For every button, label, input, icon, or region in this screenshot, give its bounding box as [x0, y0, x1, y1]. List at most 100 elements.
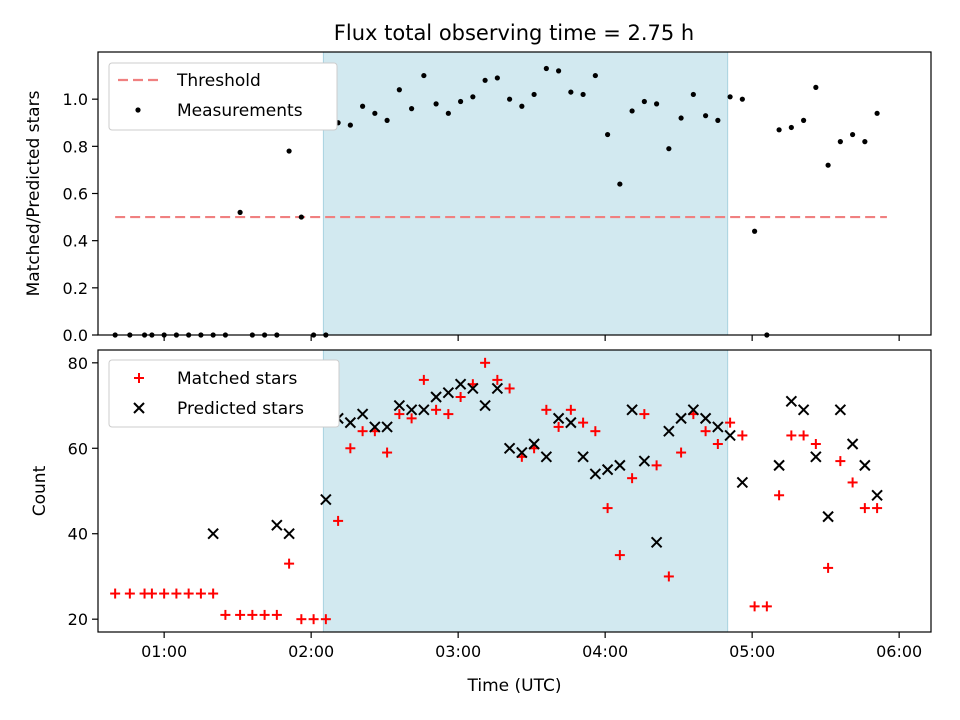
x-tick-label: 05:00: [729, 642, 775, 661]
matched-star-marker: [627, 473, 638, 484]
measurement-point: [874, 110, 880, 116]
cross-stroke-b: [736, 476, 749, 489]
cross-stroke-b: [589, 468, 602, 480]
predicted-star-marker: [454, 378, 467, 390]
matched-star-marker: [565, 404, 576, 415]
cross-stroke-b: [712, 421, 724, 433]
matched-star-marker: [614, 550, 625, 561]
matched-star-marker: [333, 515, 344, 526]
bottom-x-ticks: 01:00 02:00 03:00 04:00 05:00 06:00: [141, 632, 922, 661]
measurement-point: [703, 113, 709, 119]
matched-star-marker: [602, 503, 613, 514]
cross-stroke-b: [207, 528, 219, 540]
matched-star-marker: [798, 430, 809, 441]
cross-stroke-b: [565, 416, 577, 429]
matched-star-marker: [394, 409, 405, 420]
measurement-point: [862, 139, 868, 145]
predicted-star-marker: [418, 404, 430, 416]
measurement-point: [543, 65, 549, 72]
measurement-point: [788, 124, 794, 131]
matched-star-marker: [578, 417, 589, 428]
predicted-star-marker: [638, 455, 651, 467]
matched-star-marker: [774, 490, 785, 501]
cross-stroke-b: [663, 425, 675, 437]
predicted-star-marker: [822, 510, 834, 523]
matched-star-marker: [146, 588, 157, 599]
legend-measurements-label: Measurements: [177, 101, 303, 121]
predicted-star-marker: [207, 528, 219, 540]
matched-star-marker: [725, 417, 736, 428]
matched-star-marker: [786, 430, 797, 441]
predicted-star-marker: [503, 442, 516, 454]
matched-star-marker: [284, 558, 295, 569]
cross-stroke-b: [430, 391, 442, 403]
cross-stroke-b: [528, 438, 540, 450]
predicted-star-marker: [846, 438, 859, 450]
measurement-point: [752, 228, 758, 234]
matched-star-marker: [308, 614, 319, 625]
measurement-point: [519, 103, 525, 109]
cross-stroke-b: [822, 510, 834, 523]
predicted-star-marker: [773, 459, 785, 472]
matched-star-marker: [345, 443, 356, 454]
cross-stroke-b: [871, 489, 883, 501]
cross-stroke-b: [344, 416, 357, 429]
measurement-point: [507, 96, 513, 102]
y-tick-label: 80: [68, 354, 88, 373]
bottom-legend: Matched stars Predicted stars: [108, 359, 340, 428]
matched-star-marker: [443, 409, 454, 420]
predicted-star-marker: [283, 528, 295, 540]
matched-star-marker: [700, 426, 711, 437]
predicted-star-marker: [871, 489, 883, 501]
measurement-point: [396, 87, 402, 93]
predicted-star-marker: [797, 404, 810, 416]
y-tick-label: 0.6: [63, 185, 88, 204]
x-tick-label: 03:00: [435, 642, 481, 661]
predicted-star-marker: [320, 493, 332, 506]
matched-star-marker: [541, 404, 552, 415]
matched-star-marker: [712, 439, 723, 449]
cross-stroke-b: [614, 459, 626, 472]
matched-star-marker: [810, 439, 821, 449]
predicted-star-marker: [467, 382, 479, 395]
cross-stroke-b: [724, 429, 736, 442]
matched-star-marker: [761, 601, 772, 612]
measurement-point: [727, 94, 733, 100]
matched-star-marker: [737, 430, 748, 441]
cross-stroke-b: [699, 412, 712, 425]
legend-matched-label: Matched stars: [177, 369, 297, 389]
matched-star-marker: [247, 609, 258, 620]
bottom-y-ticks: 20 40 60 80: [68, 354, 98, 629]
measurement-point: [286, 148, 292, 154]
cross-stroke-b: [810, 451, 822, 463]
predicted-star-marker: [724, 429, 736, 442]
predicted-star-marker: [356, 408, 369, 420]
measurement-point: [347, 122, 353, 128]
measurement-point: [458, 98, 464, 105]
cross-stroke-b: [393, 399, 406, 412]
measurement-point: [237, 209, 243, 215]
cross-stroke-b: [687, 404, 700, 416]
cross-stroke-b: [785, 395, 798, 407]
cross-stroke-b: [479, 399, 491, 412]
cross-stroke-b: [356, 408, 369, 420]
bottom-y-axis-label: Count: [30, 465, 50, 516]
measurement-point: [433, 101, 439, 107]
matched-star-marker: [590, 426, 601, 437]
y-tick-label: 0.4: [63, 232, 88, 251]
y-tick-label: 20: [68, 610, 88, 629]
cross-stroke-b: [675, 412, 687, 425]
top-y-axis-label: Matched/Predicted stars: [24, 90, 44, 296]
predicted-star-marker: [491, 382, 504, 395]
x-tick-label: 02:00: [288, 642, 334, 661]
predicted-star-marker: [675, 412, 687, 425]
measurement-point: [605, 131, 611, 138]
legend-frame: [108, 62, 338, 131]
cross-stroke-b: [442, 387, 455, 399]
matched-star-marker: [220, 609, 231, 620]
measurement-point: [409, 106, 415, 112]
predicted-star-marker: [577, 451, 589, 463]
cross-stroke-b: [638, 455, 651, 467]
measurement-point: [678, 115, 684, 121]
predicted-star-marker: [565, 416, 577, 429]
